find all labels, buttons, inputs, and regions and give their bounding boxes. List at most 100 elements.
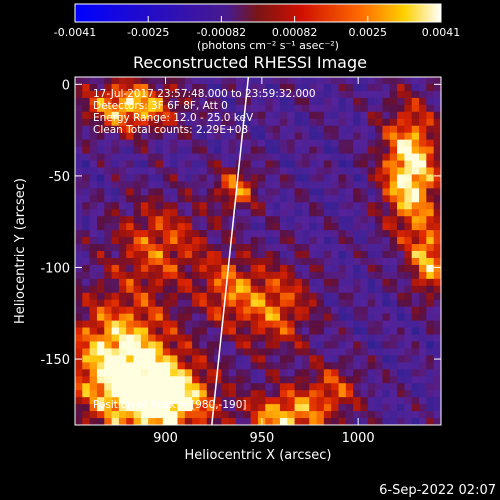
heatmap-cell <box>367 369 376 377</box>
heatmap-cell <box>140 348 149 356</box>
heatmap-cell <box>199 306 208 315</box>
heatmap-cell <box>140 237 149 245</box>
heatmap-cell <box>433 83 441 92</box>
heatmap-cell <box>177 306 186 315</box>
heatmap-cell <box>338 383 347 391</box>
heatmap-cell <box>214 244 222 252</box>
heatmap-cell <box>375 83 384 92</box>
heatmap-cell <box>126 195 135 203</box>
heatmap-cell <box>404 230 413 238</box>
heatmap-cell <box>243 244 252 252</box>
heatmap-cell <box>89 111 98 120</box>
heatmap-cell <box>228 418 237 425</box>
heatmap-cell <box>426 306 435 315</box>
heatmap-cell <box>411 251 420 259</box>
heatmap-cell <box>323 278 332 287</box>
heatmap-cell <box>353 397 362 405</box>
heatmap-cell <box>419 411 427 419</box>
heatmap-cell <box>214 118 222 127</box>
heatmap-cell <box>338 320 347 329</box>
heatmap-cell <box>316 174 325 182</box>
heatmap-cell <box>140 341 149 350</box>
heatmap-cell <box>184 223 193 231</box>
heatmap-cell <box>250 271 259 280</box>
heatmap-cell <box>323 174 332 182</box>
heatmap-cell <box>331 383 340 391</box>
heatmap-cell <box>287 320 296 329</box>
heatmap-cell <box>287 404 296 412</box>
heatmap-cell <box>389 111 398 120</box>
heatmap-cell <box>287 390 296 398</box>
heatmap-cell <box>279 411 288 419</box>
heatmap-cell <box>214 181 222 189</box>
heatmap-cell <box>301 404 310 412</box>
heatmap-cell <box>323 132 332 141</box>
heatmap-cell <box>272 83 281 92</box>
heatmap-cell <box>140 299 149 308</box>
heatmap-cell <box>82 90 91 99</box>
heatmap-cell <box>133 188 142 196</box>
heatmap-cell <box>287 376 296 384</box>
heatmap-cell <box>426 404 435 412</box>
heatmap-cell <box>236 118 244 127</box>
heatmap-cell <box>89 369 98 377</box>
heatmap-cell <box>397 139 405 148</box>
heatmap-cell <box>118 146 127 155</box>
heatmap-cell <box>316 237 325 245</box>
heatmap-cell <box>140 383 149 391</box>
heatmap-cell <box>228 77 237 85</box>
heatmap-cell <box>272 181 281 189</box>
heatmap-cell <box>170 216 179 224</box>
heatmap-cell <box>96 348 105 356</box>
heatmap-cell <box>419 104 427 113</box>
heatmap-cell <box>155 411 164 419</box>
heatmap-cell <box>367 146 376 155</box>
heatmap-cell <box>272 104 281 113</box>
heatmap-cell <box>309 306 318 315</box>
heatmap-cell <box>177 167 186 176</box>
heatmap-cell <box>111 188 120 196</box>
heatmap-cell <box>419 320 427 329</box>
heatmap-cell <box>389 313 398 322</box>
heatmap-cell <box>140 202 149 210</box>
heatmap-cell <box>419 251 427 259</box>
heatmap-cell <box>89 341 98 350</box>
heatmap-cell <box>221 132 230 141</box>
heatmap-cell <box>184 292 193 301</box>
heatmap-cell <box>162 299 171 308</box>
heatmap-cell <box>411 292 420 301</box>
heatmap-cell <box>192 285 201 294</box>
heatmap-cell <box>96 223 105 231</box>
heatmap-cell <box>265 244 274 252</box>
heatmap-cell <box>294 383 303 391</box>
heatmap-cell <box>411 223 420 231</box>
heatmap-cell <box>89 404 98 412</box>
heatmap-cell <box>75 90 83 99</box>
heatmap-cell <box>118 334 127 343</box>
heatmap-cell <box>206 209 215 217</box>
heatmap-cell <box>184 90 193 99</box>
heatmap-cell <box>214 83 222 92</box>
heatmap-cell <box>331 320 340 329</box>
heatmap-cell <box>214 153 222 162</box>
heatmap-cell <box>140 397 149 405</box>
heatmap-cell <box>82 362 91 370</box>
heatmap-cell <box>170 348 179 356</box>
heatmap-cell <box>389 167 398 176</box>
heatmap-cell <box>323 285 332 294</box>
heatmap-cell <box>441 237 449 245</box>
heatmap-cell <box>250 376 259 384</box>
heatmap-cell <box>118 97 127 106</box>
heatmap-cell <box>199 230 208 238</box>
heatmap-cell <box>294 237 303 245</box>
heatmap-cell <box>287 77 296 85</box>
heatmap-cell <box>126 188 135 196</box>
heatmap-cell <box>441 397 449 405</box>
heatmap-cell <box>272 348 281 356</box>
heatmap-cell <box>96 132 105 141</box>
heatmap-cell <box>323 411 332 419</box>
heatmap-cell <box>382 390 391 398</box>
heatmap-cell <box>111 77 120 85</box>
heatmap-cell <box>126 264 135 273</box>
heatmap-cell <box>397 77 405 85</box>
